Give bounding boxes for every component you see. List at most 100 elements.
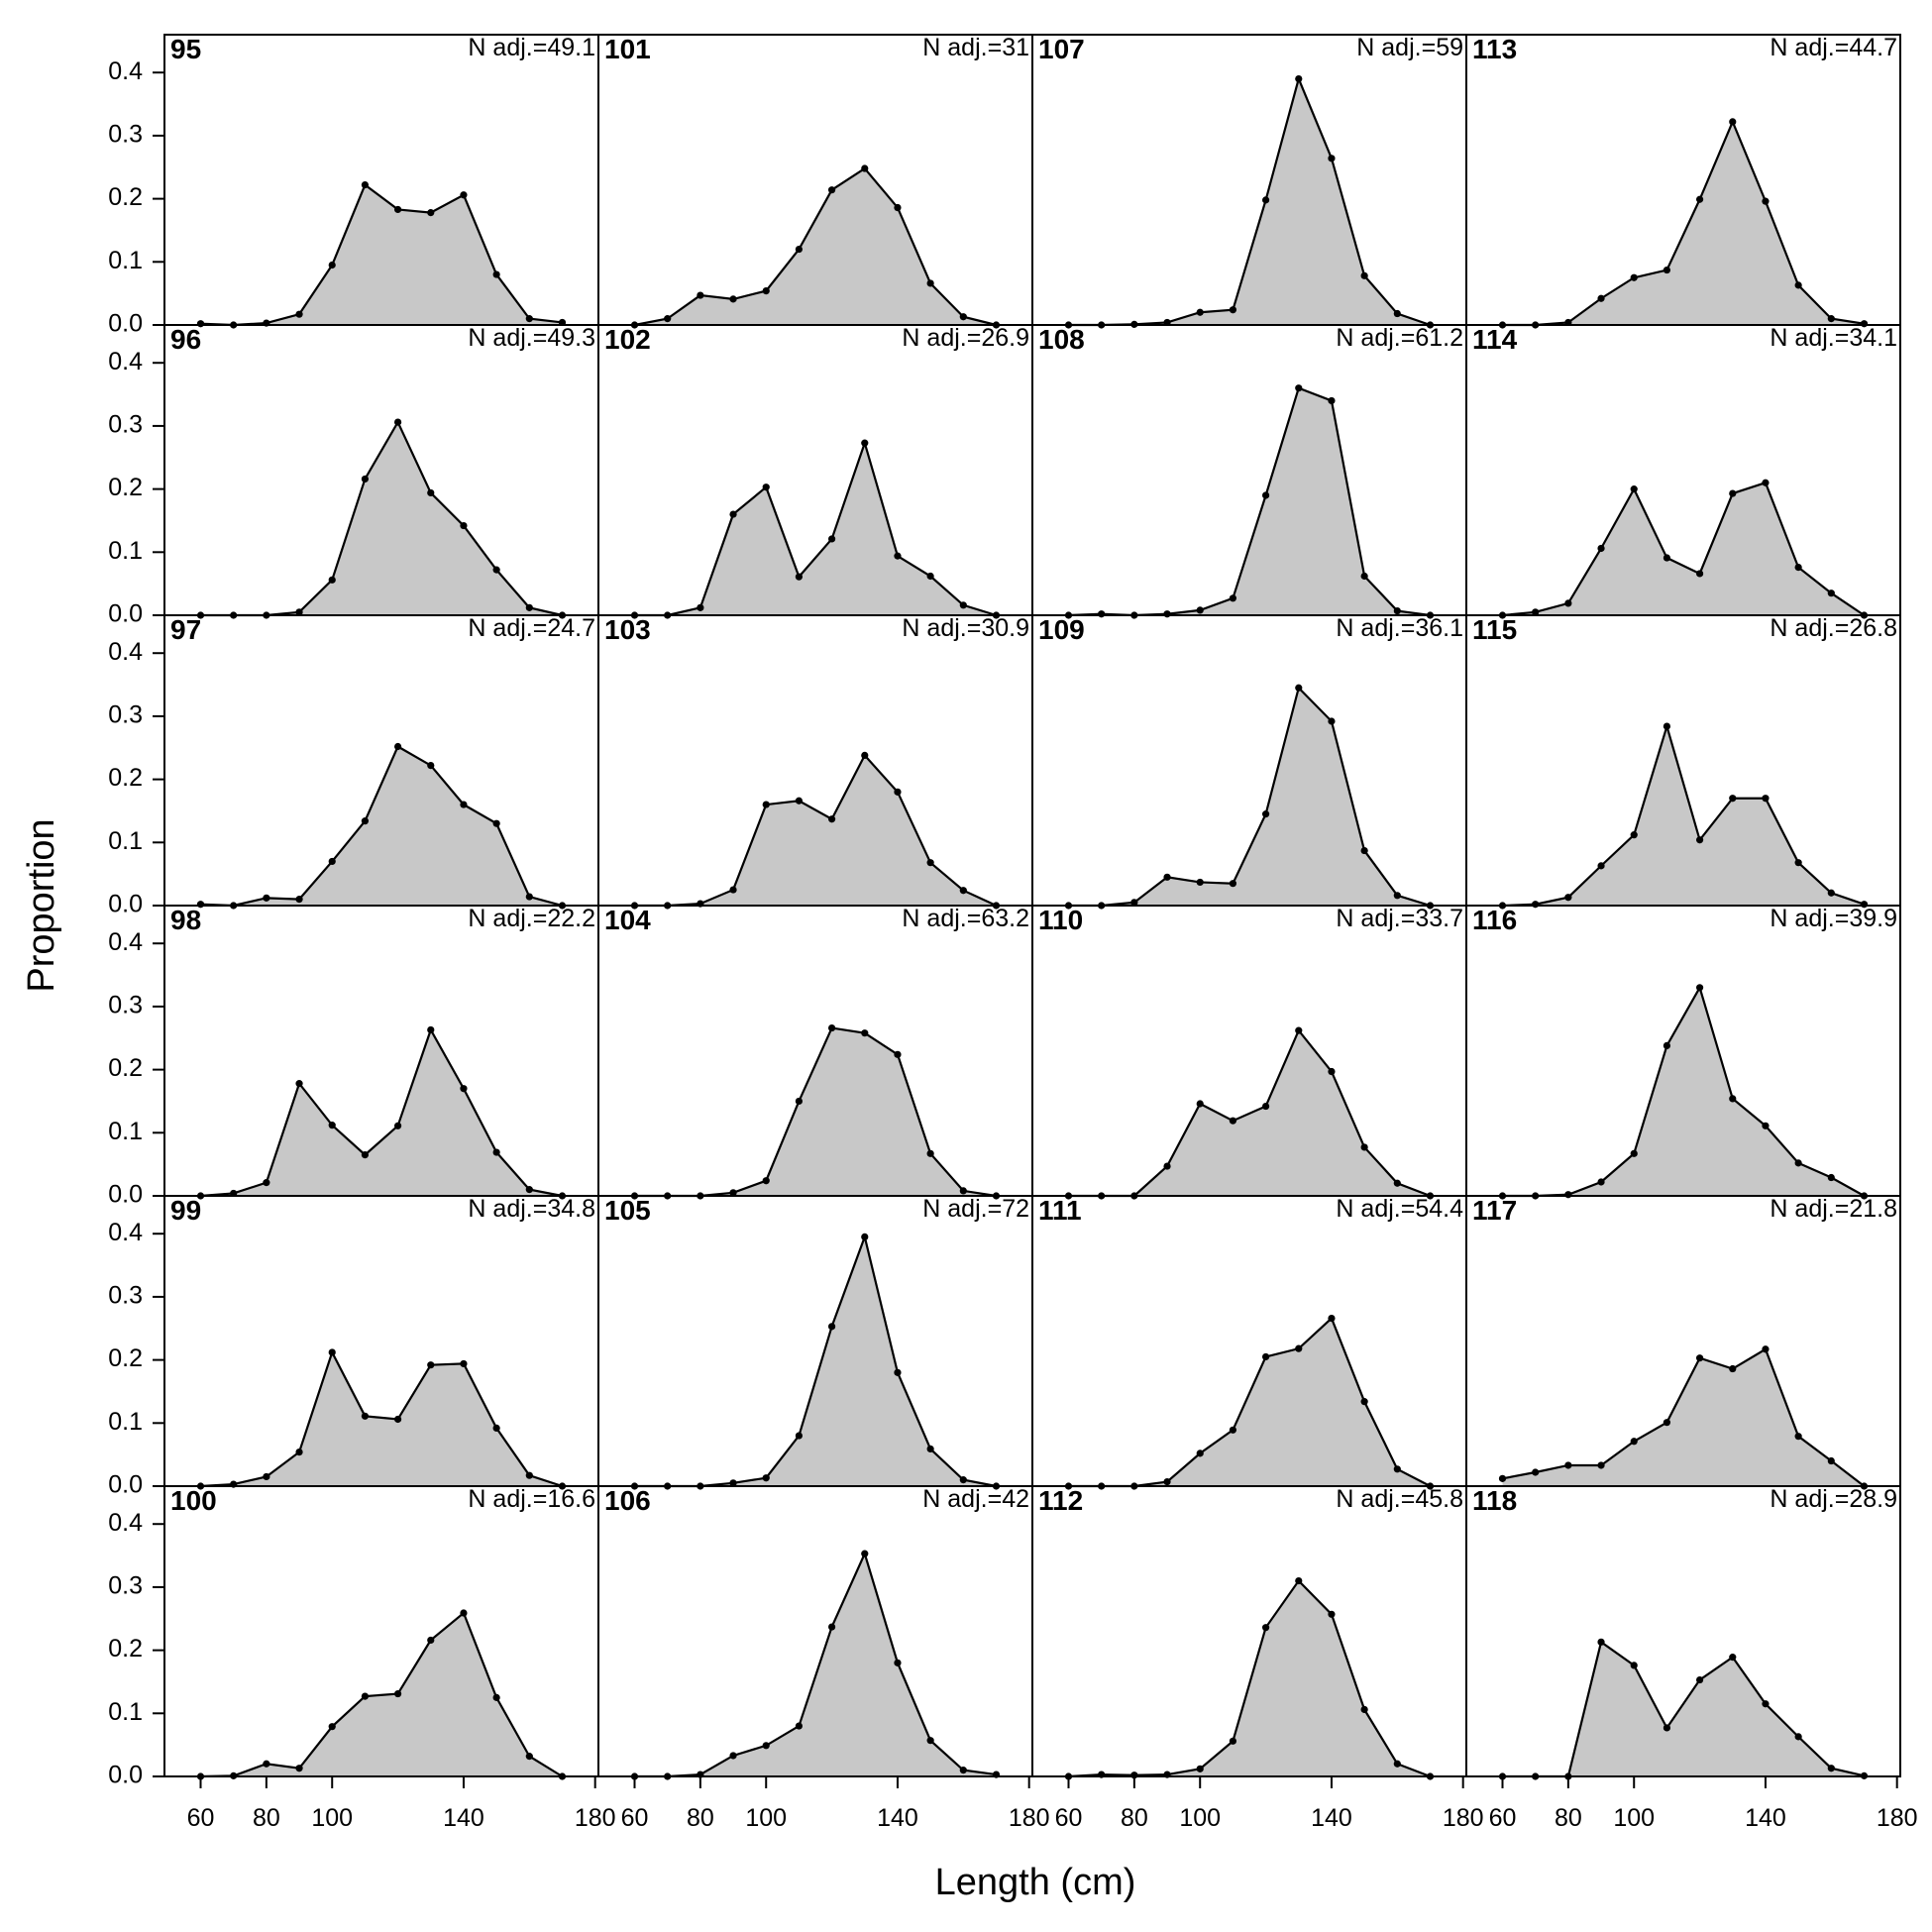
x-tick-label: 60: [187, 1804, 215, 1832]
point: [894, 1659, 902, 1666]
point: [1196, 1449, 1204, 1457]
point: [525, 1753, 533, 1761]
area-fill: [634, 1554, 997, 1776]
point: [795, 573, 804, 581]
point: [328, 576, 336, 584]
panel-annotation: N adj.=54.4: [1336, 1195, 1463, 1223]
line: [1502, 985, 1866, 1198]
line: [200, 1349, 563, 1488]
point: [1663, 722, 1671, 730]
panel-title: 113: [1472, 34, 1517, 64]
point: [1695, 1675, 1704, 1684]
y-tick-label: 0.4: [108, 638, 143, 666]
point: [295, 896, 303, 904]
panel-title: 104: [604, 905, 651, 935]
y-tick-label: 0.0: [108, 310, 143, 338]
point: [1827, 1456, 1835, 1465]
point: [1827, 889, 1835, 897]
panel-annotation: N adj.=31: [922, 34, 1029, 61]
point: [295, 1080, 303, 1088]
y-tick-label: 0.3: [108, 992, 143, 1020]
point: [827, 1623, 836, 1631]
point: [1564, 1461, 1572, 1469]
area-fill: [1068, 1580, 1431, 1776]
x-tick-label: 60: [1489, 1804, 1517, 1832]
panel-title: 110: [1038, 905, 1083, 935]
point: [427, 1361, 435, 1369]
point: [460, 1609, 468, 1617]
y-tick-label: 0.2: [108, 183, 143, 211]
point: [762, 1742, 770, 1750]
point: [1827, 1765, 1835, 1772]
panel-annotation: N adj.=39.9: [1770, 905, 1897, 932]
x-tick-label: 100: [745, 1804, 787, 1832]
point: [1729, 1095, 1737, 1103]
point: [827, 815, 836, 823]
point: [1261, 1624, 1270, 1632]
area-fill: [1502, 121, 1865, 326]
point: [1261, 810, 1270, 818]
x-tick-label: 60: [621, 1804, 649, 1832]
point: [1360, 271, 1368, 279]
point: [1163, 1477, 1171, 1486]
area-fill: [634, 755, 997, 906]
point: [1360, 846, 1368, 855]
point: [1597, 294, 1605, 302]
point: [959, 1767, 967, 1774]
line: [1502, 119, 1865, 327]
point: [263, 1179, 270, 1187]
point: [427, 488, 435, 497]
point: [1794, 281, 1802, 289]
x-tick-label: 140: [877, 1804, 918, 1832]
x-tick-label: 80: [687, 1804, 714, 1832]
point: [1729, 489, 1737, 497]
point: [328, 1348, 336, 1356]
point: [894, 788, 902, 796]
y-tick-label: 0.2: [108, 1054, 143, 1082]
point: [1794, 563, 1802, 572]
point: [1261, 1352, 1270, 1361]
point: [926, 572, 934, 581]
point: [861, 1029, 869, 1037]
point: [959, 887, 967, 895]
x-tick-label: 180: [1443, 1804, 1484, 1832]
point: [697, 291, 704, 299]
point: [827, 1323, 836, 1331]
point: [1393, 309, 1401, 318]
y-tick-label: 0.4: [108, 348, 143, 376]
x-tick-label: 100: [311, 1804, 353, 1832]
point: [1098, 610, 1106, 618]
x-tick-label: 140: [1311, 1804, 1352, 1832]
y-tick-label: 0.4: [108, 57, 143, 85]
point: [1663, 1419, 1671, 1427]
point: [460, 1085, 468, 1093]
y-tick-label: 0.2: [108, 764, 143, 792]
line: [1502, 1347, 1866, 1487]
point: [1498, 1474, 1507, 1482]
y-tick-label: 0.4: [108, 1509, 143, 1537]
panel-title: 116: [1472, 905, 1517, 935]
panel-annotation: N adj.=21.8: [1770, 1195, 1897, 1223]
point: [1794, 859, 1802, 867]
point: [1827, 315, 1835, 323]
line: [634, 753, 997, 908]
point: [1393, 1760, 1401, 1768]
point: [393, 418, 402, 426]
point: [795, 1722, 804, 1730]
panel-annotation: N adj.=36.1: [1336, 614, 1463, 642]
area-fill: [1502, 1642, 1865, 1776]
panel-annotation: N adj.=49.1: [468, 34, 595, 61]
point: [1163, 873, 1171, 881]
point: [1295, 384, 1303, 392]
point: [926, 1149, 934, 1157]
point: [795, 245, 804, 254]
point: [1564, 599, 1572, 607]
y-tick-label: 0.1: [108, 827, 143, 855]
x-tick-label: 140: [443, 1804, 484, 1832]
point: [861, 1550, 869, 1557]
x-tick-label: 180: [1009, 1804, 1050, 1832]
point: [525, 1186, 533, 1194]
point: [361, 1692, 370, 1700]
point: [361, 1412, 370, 1420]
